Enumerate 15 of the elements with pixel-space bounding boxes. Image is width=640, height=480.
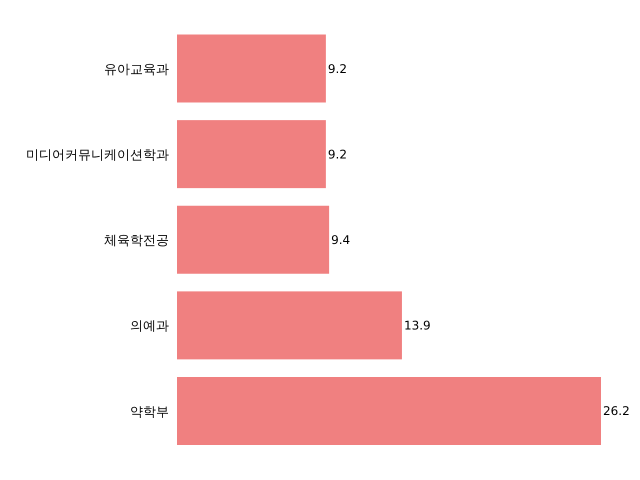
bar [177,206,330,274]
bar [177,291,402,360]
y-tick-label: 체육학전공 [104,234,169,249]
data-label: 9.2 [328,62,347,76]
y-tick-label: 약학부 [130,404,169,420]
y-tick-label: 유아교육과 [104,62,169,78]
y-tick-label: 미디어커뮤니케이션학과 [26,148,169,164]
data-label: 26.2 [603,404,630,418]
bar [177,120,326,188]
y-tick-label: 의예과 [130,319,169,334]
data-label: 13.9 [404,318,431,333]
data-label: 9.4 [331,233,350,248]
bar [177,376,601,445]
bar [177,34,326,103]
data-label: 9.2 [328,147,347,162]
